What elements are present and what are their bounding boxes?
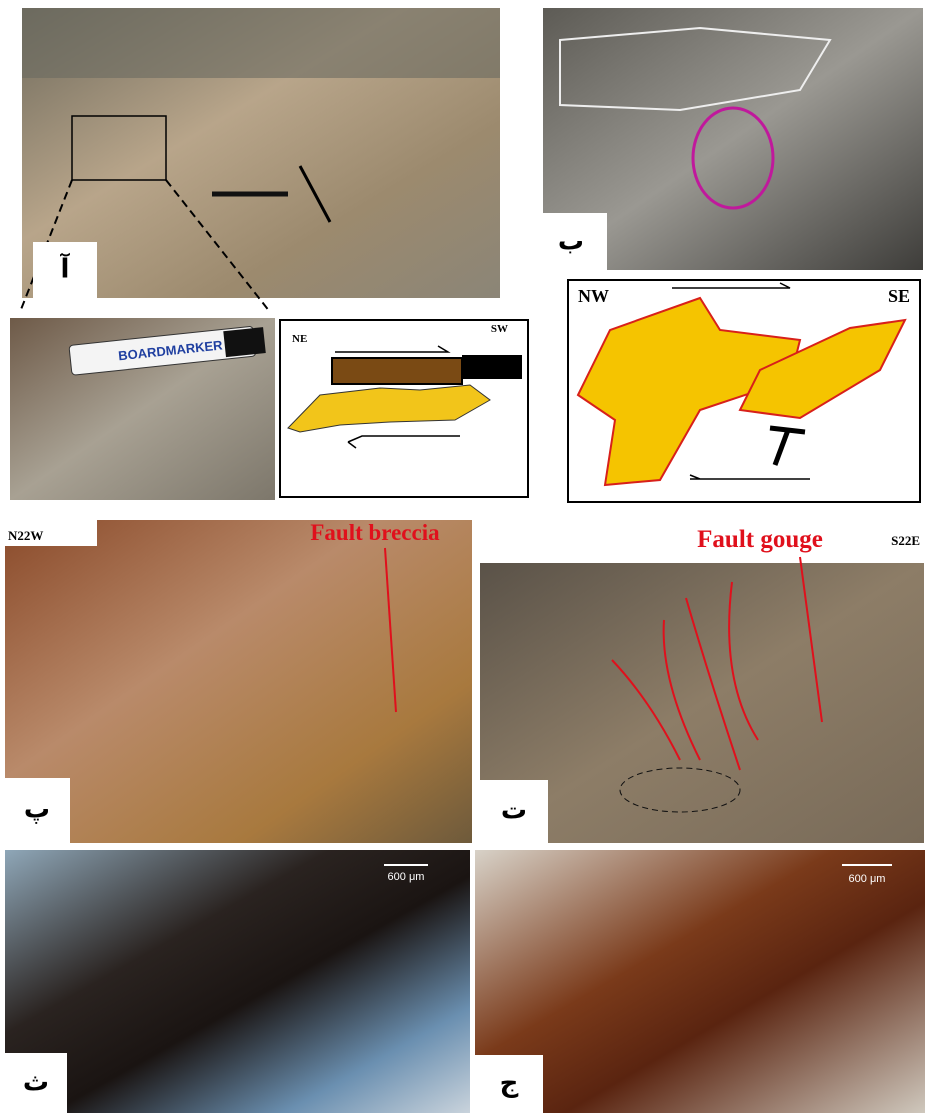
direction-label: SW	[491, 323, 508, 335]
scale-label: 600 μm	[849, 873, 886, 885]
figure: آ ب BOARDMARKER NE SW NW SE N22W Fault b…	[0, 0, 926, 1113]
sketch-marker	[332, 358, 462, 384]
panel-label: ب	[558, 227, 584, 257]
panel-label: ت	[501, 796, 527, 826]
panel-label: آ	[60, 253, 71, 285]
direction-label: NW	[578, 286, 609, 306]
annotation: Fault gouge	[697, 526, 823, 553]
annotation: Fault breccia	[310, 520, 440, 545]
direction-label: NE	[292, 333, 307, 345]
marker-cap	[223, 327, 265, 357]
scale-label: 600 μm	[388, 871, 425, 883]
panel-label: ج	[500, 1069, 519, 1099]
direction-label: SE	[888, 286, 910, 306]
sketch-marker-cap	[462, 355, 522, 379]
panel-label: ث	[23, 1068, 49, 1098]
orientation-label: S22E	[891, 533, 920, 548]
photo-thin-section	[5, 850, 470, 1113]
orientation-label: N22W	[8, 528, 43, 543]
panel-label: پ	[24, 795, 50, 825]
photo-breccia	[5, 520, 472, 843]
photo-shade	[22, 8, 500, 78]
